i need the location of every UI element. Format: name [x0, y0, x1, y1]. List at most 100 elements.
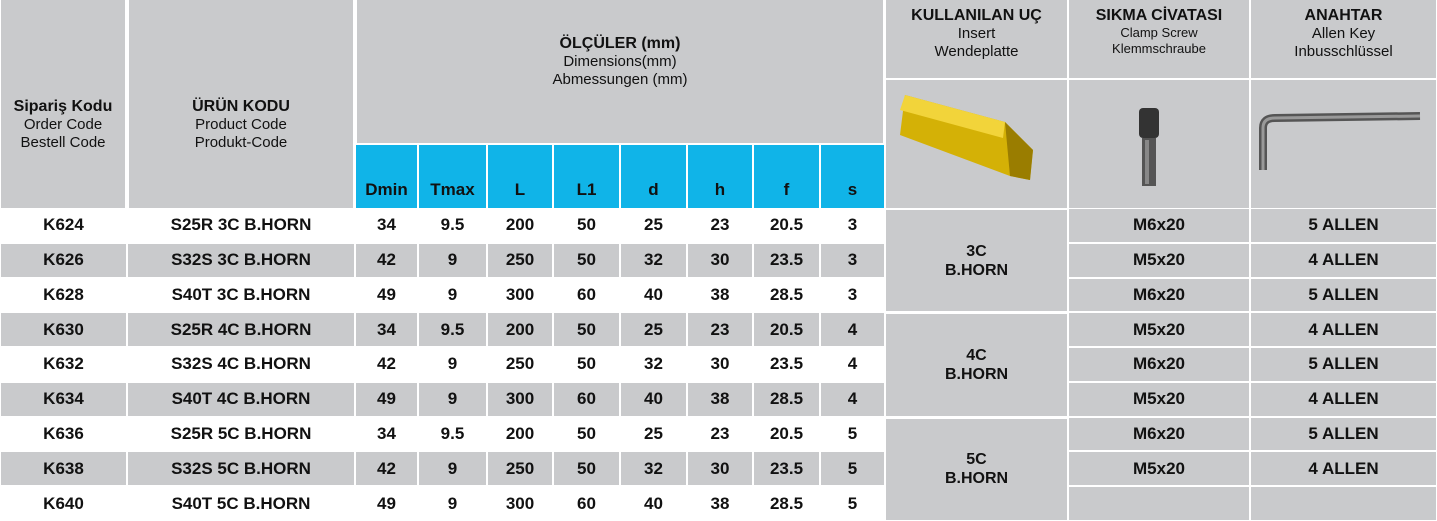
cell-value: 49: [377, 494, 396, 514]
table-cell: K638: [1, 452, 126, 485]
dimension-column-header: Dmin: [356, 145, 417, 208]
screw-cell: M5x20: [1069, 452, 1249, 485]
table-cell: 50: [554, 452, 619, 485]
table-cell: 34: [356, 313, 417, 346]
cell-value: S25R 3C B.HORN: [171, 215, 312, 235]
table-cell: 3: [821, 209, 884, 242]
screw-cell: [1069, 487, 1249, 520]
table-cell: 40: [621, 383, 686, 416]
insert-text: B.HORN: [945, 261, 1008, 280]
table-cell: 9: [419, 452, 486, 485]
table-cell: K636: [1, 418, 126, 451]
cell-value: 20.5: [770, 215, 803, 235]
table-cell: K632: [1, 348, 126, 381]
table-cell: 23.5: [754, 348, 819, 381]
table-cell: 38: [688, 383, 752, 416]
header-allen_key: ANAHTARAllen KeyInbusschlüssel: [1251, 0, 1436, 78]
cell-value: 34: [377, 320, 396, 340]
key-value: 4 ALLEN: [1308, 320, 1378, 340]
table-cell: 200: [488, 313, 552, 346]
cell-value: 200: [506, 320, 534, 340]
cell-value: 38: [711, 494, 730, 514]
table-cell: K624: [1, 209, 126, 242]
table-cell: 300: [488, 383, 552, 416]
cell-value: 50: [577, 354, 596, 374]
table-cell: S32S 5C B.HORN: [128, 452, 354, 485]
cell-value: 23: [711, 424, 730, 444]
insert-text: 4C: [966, 346, 986, 365]
cell-value: 32: [644, 250, 663, 270]
cell-value: 30: [711, 250, 730, 270]
table-cell: 25: [621, 313, 686, 346]
key-cell: 4 ALLEN: [1251, 244, 1436, 277]
table-cell: 50: [554, 313, 619, 346]
key-value: 5 ALLEN: [1308, 285, 1378, 305]
screw-value: M6x20: [1133, 215, 1185, 235]
table-cell: 23: [688, 209, 752, 242]
header-dimensions: ÖLÇÜLER (mm)Dimensions(mm)Abmessungen (m…: [357, 0, 883, 143]
cell-value: 28.5: [770, 494, 803, 514]
cell-value: S40T 5C B.HORN: [172, 494, 311, 514]
table-cell: 49: [356, 279, 417, 312]
insert-text: 3C: [966, 242, 986, 261]
key-cell: 5 ALLEN: [1251, 418, 1436, 451]
header-text: Inbusschlüssel: [1294, 43, 1392, 61]
table-cell: 30: [688, 452, 752, 485]
cell-value: 23: [711, 215, 730, 235]
screw-cell: M6x20: [1069, 279, 1249, 312]
cell-value: K638: [43, 459, 84, 479]
key-value: 5 ALLEN: [1308, 354, 1378, 374]
column-label: h: [715, 180, 725, 200]
header-text: Insert: [958, 25, 996, 43]
cell-value: S25R 4C B.HORN: [171, 320, 312, 340]
cell-value: 9: [448, 285, 457, 305]
dimension-column-header: Tmax: [419, 145, 486, 208]
insert-text: B.HORN: [945, 365, 1008, 384]
screw-cell: M5x20: [1069, 313, 1249, 346]
table-cell: 34: [356, 418, 417, 451]
cell-value: 60: [577, 285, 596, 305]
dimension-column-header: h: [688, 145, 752, 208]
table-cell: S25R 3C B.HORN: [128, 209, 354, 242]
screw-cell: M5x20: [1069, 244, 1249, 277]
table-cell: 3: [821, 244, 884, 277]
dimension-column-header: L: [488, 145, 552, 208]
table-cell: 30: [688, 348, 752, 381]
table-cell: K634: [1, 383, 126, 416]
cell-value: 250: [506, 354, 534, 374]
cell-value: 49: [377, 389, 396, 409]
cell-value: K634: [43, 389, 84, 409]
table-cell: S25R 5C B.HORN: [128, 418, 354, 451]
cell-value: 3: [848, 250, 857, 270]
table-cell: 9: [419, 383, 486, 416]
cell-value: 300: [506, 285, 534, 305]
cell-value: 50: [577, 459, 596, 479]
cell-value: K630: [43, 320, 84, 340]
table-cell: 60: [554, 383, 619, 416]
cell-value: 49: [377, 285, 396, 305]
key-cell: 4 ALLEN: [1251, 313, 1436, 346]
table-cell: 38: [688, 487, 752, 520]
key-cell: 5 ALLEN: [1251, 209, 1436, 242]
key-cell: 5 ALLEN: [1251, 279, 1436, 312]
table-cell: S32S 4C B.HORN: [128, 348, 354, 381]
cell-value: K628: [43, 285, 84, 305]
dimension-column-header: d: [621, 145, 686, 208]
column-label: L: [515, 180, 525, 200]
cell-value: 4: [848, 354, 857, 374]
header-text: Abmessungen (mm): [552, 71, 687, 89]
table-cell: 20.5: [754, 313, 819, 346]
cell-value: 38: [711, 285, 730, 305]
cell-value: 23.5: [770, 250, 803, 270]
table-cell: S40T 5C B.HORN: [128, 487, 354, 520]
cell-value: 42: [377, 459, 396, 479]
table-cell: 4: [821, 383, 884, 416]
table-cell: 60: [554, 279, 619, 312]
key-value: 5 ALLEN: [1308, 215, 1378, 235]
table-cell: 9.5: [419, 209, 486, 242]
cell-value: 25: [644, 424, 663, 444]
table-cell: 200: [488, 418, 552, 451]
cell-value: 5: [848, 494, 857, 514]
cell-value: 250: [506, 459, 534, 479]
header-text: Bestell Code: [20, 134, 105, 152]
